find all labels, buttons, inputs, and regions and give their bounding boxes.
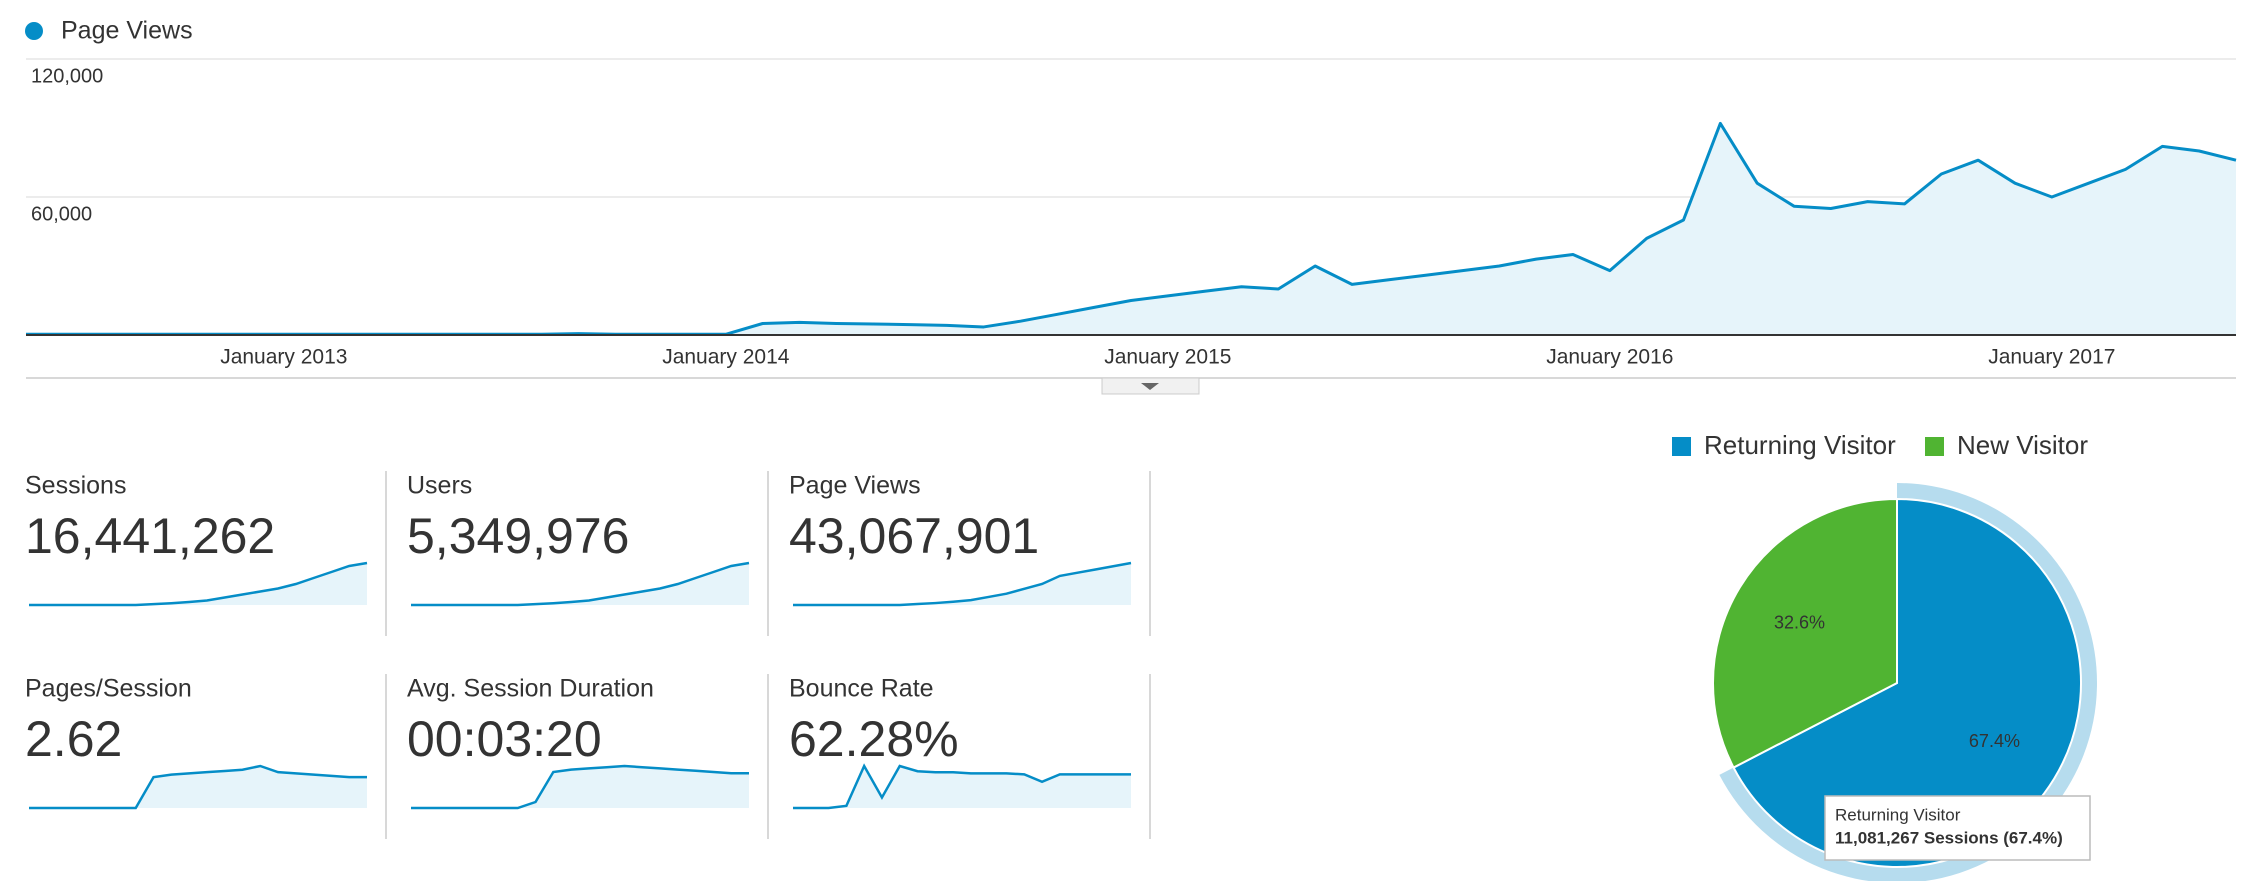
x-tick-label: January 2013 <box>220 346 347 369</box>
tooltip-box <box>1824 795 2091 861</box>
sparkline-area <box>411 563 749 605</box>
pie-slice <box>1711 497 1898 769</box>
metric-label: Bounce Rate <box>789 675 934 703</box>
collapse-arrow[interactable] <box>1141 383 1159 390</box>
metric-value: 43,067,901 <box>789 508 1039 564</box>
metric-value: 00:03:20 <box>407 711 602 767</box>
metric-label: Users <box>407 472 472 500</box>
x-tick-label: January 2015 <box>1104 346 1231 369</box>
x-tick-label: January 2016 <box>1546 346 1673 369</box>
sparkline <box>29 764 367 810</box>
sparkline-area <box>793 563 1131 605</box>
legend-label: Returning Visitor <box>1704 430 1896 460</box>
sparkline <box>793 561 1132 607</box>
sparkline-area <box>793 766 1131 808</box>
metric-value: 5,349,976 <box>407 508 629 564</box>
metric-value: 16,441,262 <box>25 508 275 564</box>
sparkline <box>411 764 749 810</box>
metric-label: Sessions <box>25 472 126 500</box>
metric-value: 62.28% <box>789 711 959 767</box>
slice-label: 67.4% <box>1969 731 2020 751</box>
legend-swatch <box>1672 437 1691 456</box>
x-tick-label: January 2017 <box>1988 346 2115 369</box>
sparkline <box>411 561 750 607</box>
metric-label: Page Views <box>789 472 921 500</box>
sparkline-area <box>29 766 367 808</box>
metric-value: 2.62 <box>25 711 122 767</box>
legend-swatch <box>1925 437 1944 456</box>
metric-label: Pages/Session <box>25 675 192 703</box>
x-tick-label: January 2014 <box>662 346 790 369</box>
slice-label: 32.6% <box>1774 612 1825 632</box>
tooltip-title: Returning Visitor <box>1835 805 1961 824</box>
legend-label: New Visitor <box>1957 430 2088 460</box>
metric-label: Avg. Session Duration <box>407 675 654 703</box>
y-tick-label: 120,000 <box>31 65 103 87</box>
pie-slice <box>1732 497 2082 868</box>
y-tick-label: 60,000 <box>31 203 92 225</box>
series-area <box>26 123 2236 336</box>
legend-dot <box>25 22 43 40</box>
legend-label: Page Views <box>61 17 193 45</box>
sparkline-area <box>29 563 367 605</box>
tooltip-text: 11,081,267 Sessions (67.4%) <box>1835 828 2063 847</box>
sparkline <box>29 561 368 607</box>
sparkline <box>793 763 1131 810</box>
sparkline-area <box>411 766 749 808</box>
